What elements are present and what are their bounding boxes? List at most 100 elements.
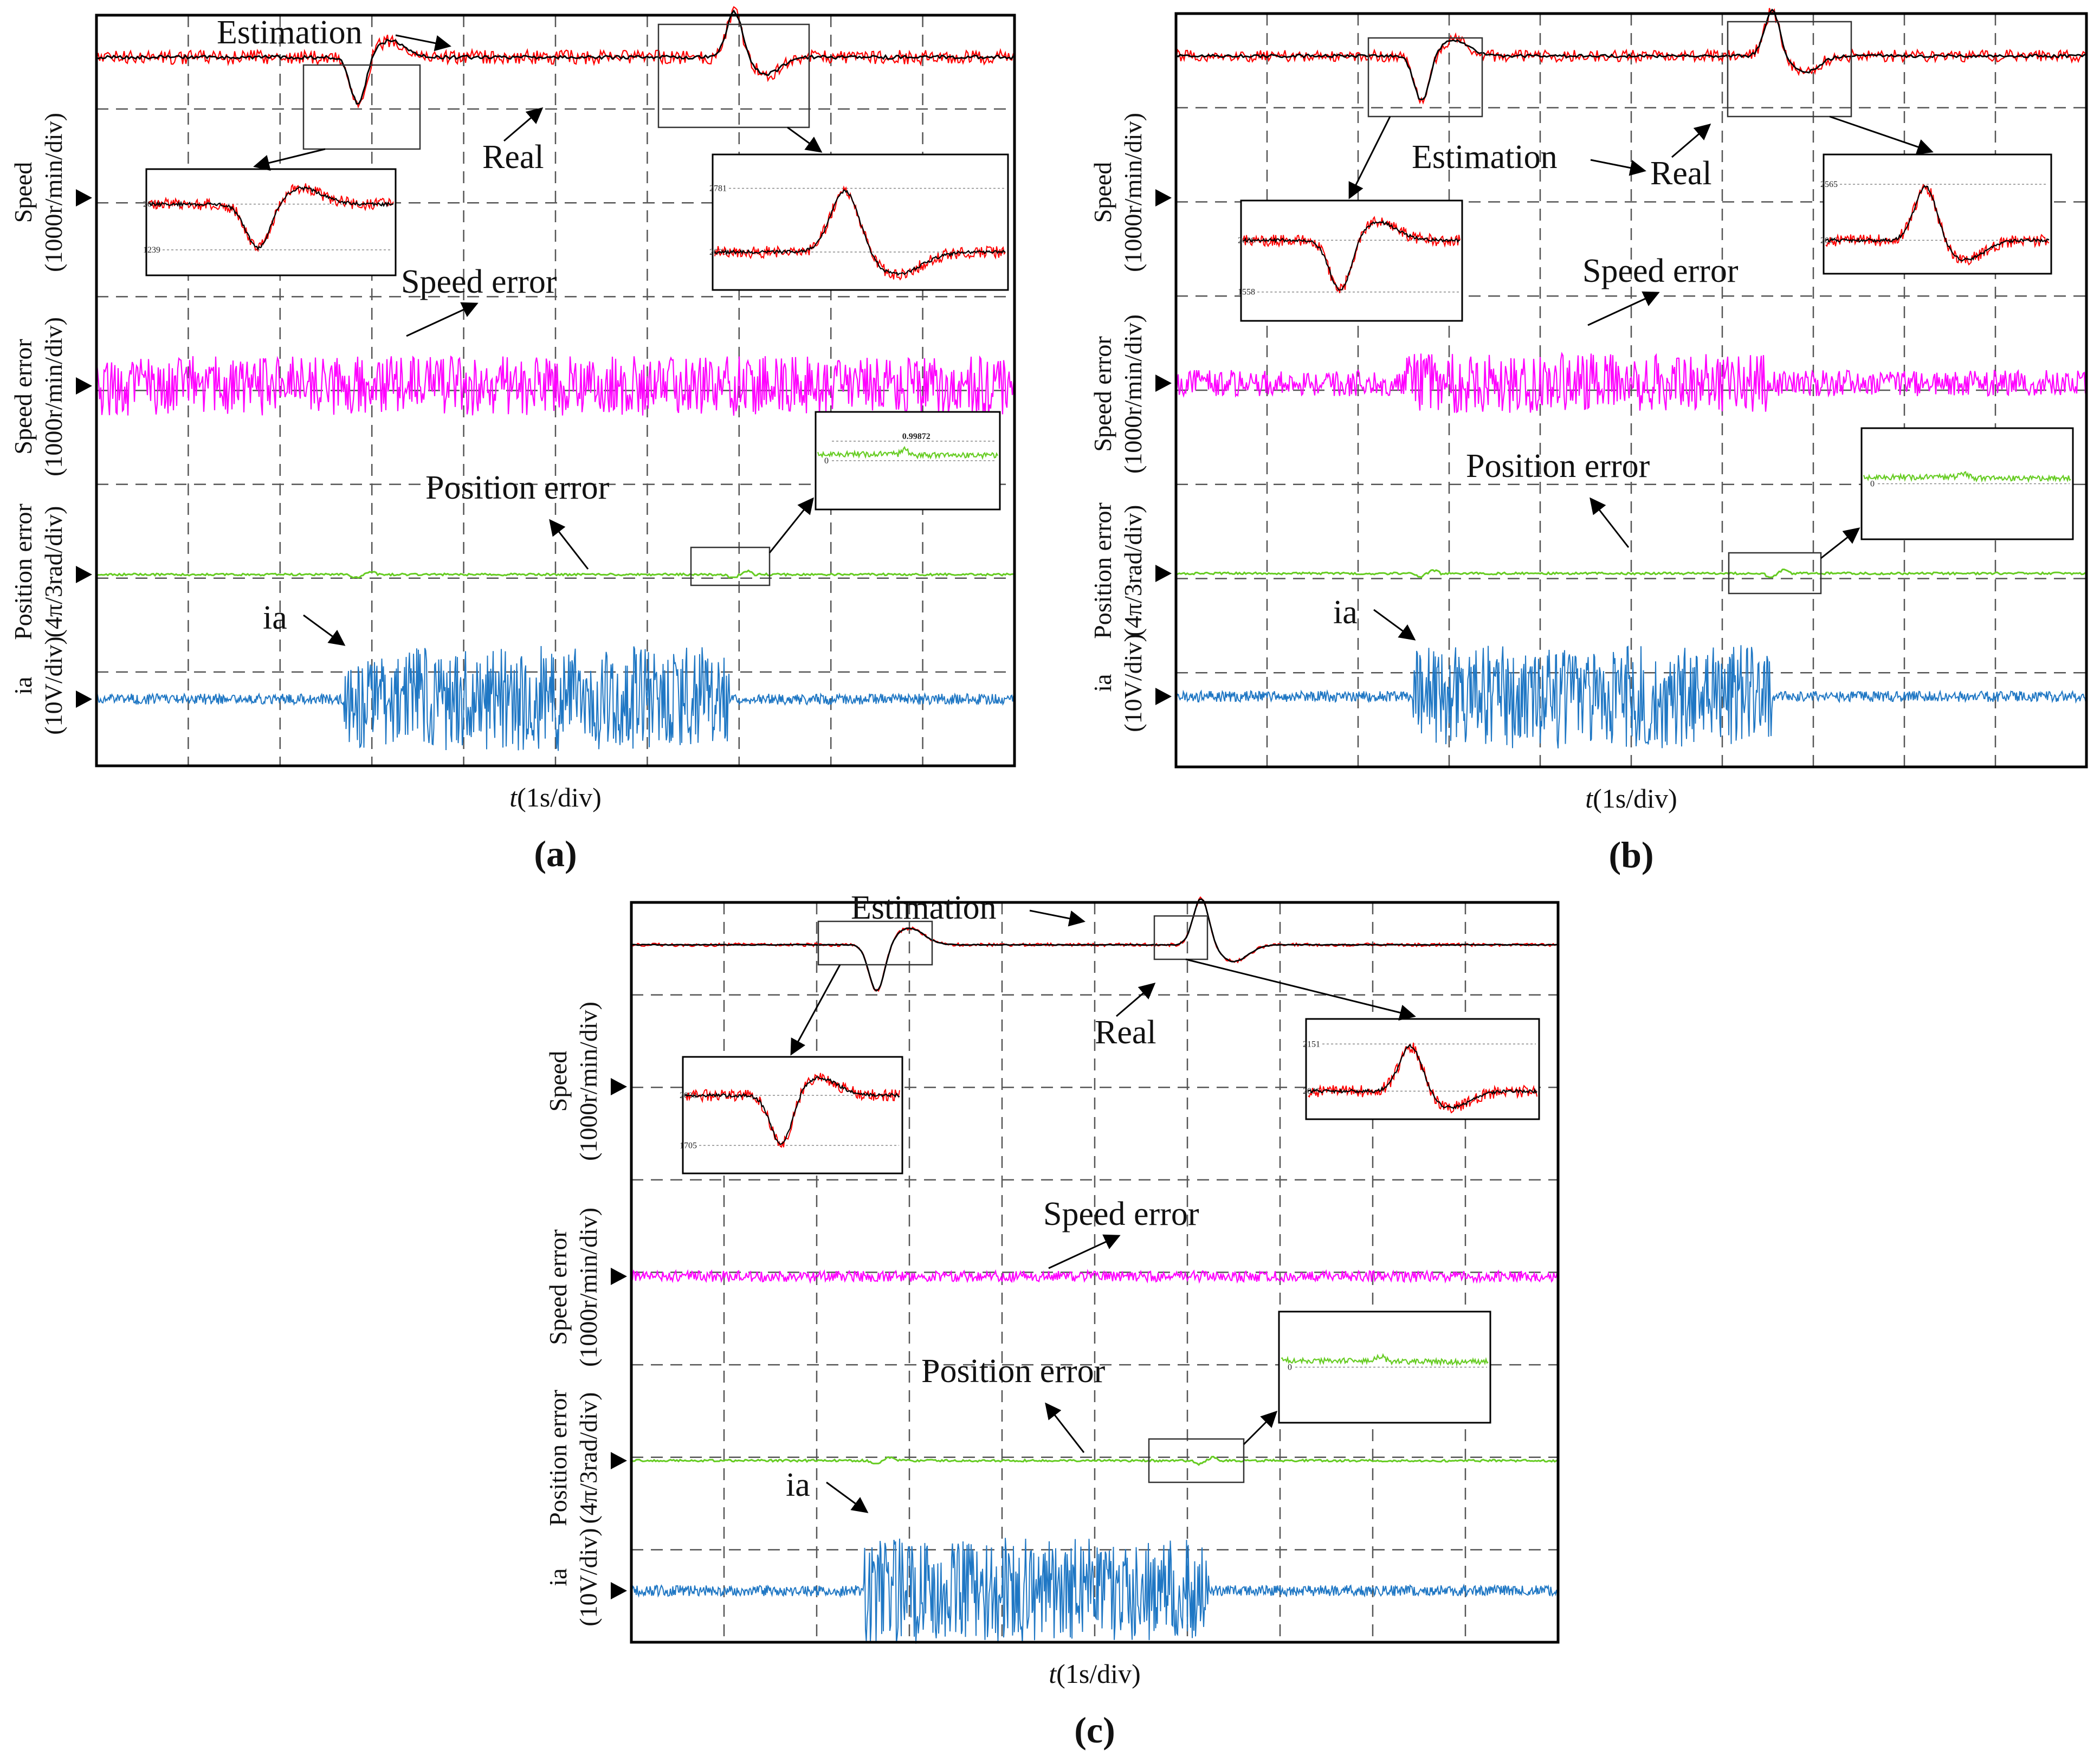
inset-tick-label: 2565 xyxy=(1820,180,1838,189)
y-label-line1: Speed error xyxy=(9,339,37,454)
y-label-speed: Speed (1000r/min/div) xyxy=(544,1002,602,1161)
annotation-speed-error: Speed error xyxy=(401,263,557,300)
speed-real-trace xyxy=(1175,8,2087,101)
arrow-ia xyxy=(303,614,346,646)
plot-frame xyxy=(95,14,1016,767)
y-label-speed_error: Speed error (1000r/min/div) xyxy=(1089,314,1147,474)
inset-frame xyxy=(1240,199,1463,322)
inset-tick-label: 1558 xyxy=(1238,288,1255,297)
inset-real-trace xyxy=(1825,185,2050,262)
channel-marker-ia xyxy=(611,1582,627,1599)
annotation-position-error: Position error xyxy=(1466,448,1650,485)
zoom-box-speed-right xyxy=(1727,21,1852,118)
annotation-position-error: Position error xyxy=(921,1353,1106,1390)
inset-tick-label: 2151 xyxy=(1303,1040,1320,1049)
arrow-zoom-position xyxy=(1820,527,1860,559)
y-label-line2: (1000r/min/div) xyxy=(1119,314,1147,474)
panel-caption: (a) xyxy=(534,833,577,874)
y-label-speed: Speed (1000r/min/div) xyxy=(9,113,67,272)
inset-tick-label: 1705 xyxy=(680,1141,697,1150)
inset-position-trace xyxy=(1863,471,2071,483)
arrow-zoom-left xyxy=(1348,116,1391,199)
y-label-line1: Speed xyxy=(1089,162,1116,223)
annotation-position-error: Position error xyxy=(425,469,610,506)
y-label-line1: Speed error xyxy=(544,1229,572,1345)
annotation-speed-error: Speed error xyxy=(1582,253,1739,289)
y-label-line1: ia xyxy=(9,676,37,694)
arrow-speed-error xyxy=(1587,291,1660,326)
inset-position: 0 0.99872 xyxy=(815,411,1001,511)
channel-marker-speed xyxy=(1155,189,1172,206)
y-label-position_error: Position error (4π/3rad/div) xyxy=(1089,502,1147,639)
speed-estimation-trace xyxy=(1175,8,2087,105)
ia-trace xyxy=(631,1538,1559,1644)
y-label-line2: (1000r/min/div) xyxy=(1119,113,1147,272)
y-label-line1: Position error xyxy=(1089,502,1116,639)
y-label-line2: (10V/div) xyxy=(1119,634,1147,732)
zoom-box-speed-right xyxy=(657,23,810,128)
panel-a: Speed (1000r/min/div) Speed error (1000r/mi… xyxy=(0,0,1051,878)
y-label-line2: (4π/3rad/div) xyxy=(40,506,67,638)
panel-caption: (c) xyxy=(1074,1709,1115,1751)
arrow-zoom-right xyxy=(1829,115,1934,155)
y-label-ia: ia (10V/div) xyxy=(544,1528,602,1626)
channel-marker-speed xyxy=(611,1078,627,1095)
position-error-trace xyxy=(631,1456,1559,1466)
chart-a: Speed (1000r/min/div) Speed error (1000r/mi… xyxy=(9,6,1016,874)
x-axis-label-var: t xyxy=(509,782,518,812)
arrow-real xyxy=(1671,124,1711,158)
zoom-box-position xyxy=(690,546,771,586)
arrow-estimation xyxy=(395,34,451,51)
y-label-line1: ia xyxy=(1089,674,1116,692)
inset-real-trace xyxy=(1308,1043,1537,1110)
zoom-box-speed-left xyxy=(817,920,933,966)
speed-real-trace xyxy=(631,898,1558,992)
channel-marker-ia xyxy=(1155,688,1172,705)
channel-marker-position_error xyxy=(1155,565,1172,582)
arrow-zoom-left xyxy=(790,964,841,1056)
arrow-ia xyxy=(826,1481,869,1513)
arrow-speed-error xyxy=(1048,1234,1121,1269)
grid xyxy=(631,902,1558,1642)
inset-tick-label: 1239 xyxy=(143,246,160,255)
x-axis-label-unit: (1s/div) xyxy=(517,782,602,812)
speed-error-trace xyxy=(1175,352,2087,414)
channel-marker-ia xyxy=(76,690,92,708)
arrow-estimation xyxy=(1590,159,1646,176)
inset-frame xyxy=(1278,1311,1491,1424)
arrow-zoom-position xyxy=(1243,1410,1278,1445)
ia-trace xyxy=(96,646,1015,751)
arrow-ia xyxy=(1373,609,1416,641)
y-label-line1: Position error xyxy=(544,1390,572,1526)
annotation-real: Real xyxy=(482,139,544,176)
arrow-real xyxy=(1116,983,1156,1017)
arrow-zoom-position xyxy=(768,497,814,553)
x-axis-label-unit: (1s/div) xyxy=(1056,1658,1141,1689)
arrow-position-error xyxy=(1045,1402,1085,1453)
arrow-real xyxy=(503,107,544,142)
y-label-line1: Speed error xyxy=(1089,336,1116,451)
arrow-zoom-right xyxy=(1185,958,1416,1021)
zoom-box-speed-left xyxy=(1367,37,1483,118)
y-label-line2: (1000r/min/div) xyxy=(40,113,67,272)
panel-caption: (b) xyxy=(1608,834,1653,875)
inset-real-trace xyxy=(1243,220,1461,291)
inset-peak-label: 0.99872 xyxy=(902,432,931,441)
y-label-speed: Speed (1000r/min/div) xyxy=(1089,113,1147,272)
channel-marker-speed_error xyxy=(611,1268,627,1285)
grid xyxy=(1176,14,2086,767)
channel-marker-position_error xyxy=(76,566,92,583)
x-axis-label-var: t xyxy=(1585,783,1593,814)
arrow-speed-error xyxy=(406,302,479,337)
x-axis-label: t(1s/div) xyxy=(1049,1658,1140,1689)
y-label-line2: (10V/div) xyxy=(574,1528,602,1626)
y-label-position_error: Position error (4π/3rad/div) xyxy=(544,1390,602,1526)
y-label-line1: Speed xyxy=(544,1051,572,1112)
arrow-position-error xyxy=(1589,497,1630,548)
chart-c: Speed (1000r/min/div)Speed error (1000r/mi… xyxy=(544,889,1560,1751)
panel-c: Speed (1000r/min/div) Speed error (1000r/mi… xyxy=(531,878,1569,1762)
